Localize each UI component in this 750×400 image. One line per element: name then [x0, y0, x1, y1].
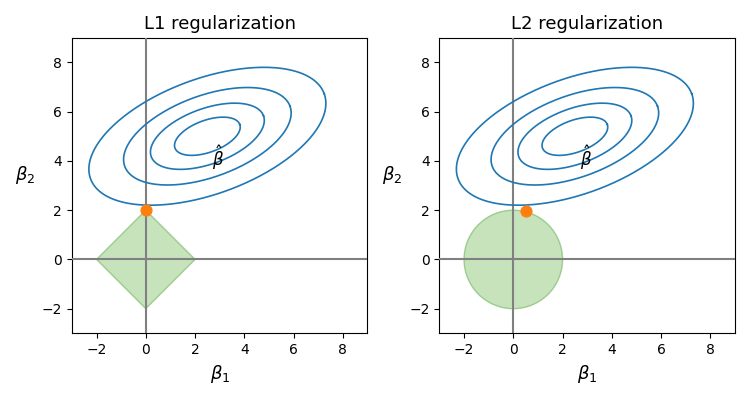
Title: L2 regularization: L2 regularization — [512, 15, 663, 33]
Point — [140, 207, 152, 213]
Point — [520, 208, 532, 214]
Y-axis label: $\beta_2$: $\beta_2$ — [15, 164, 35, 186]
X-axis label: $\beta_1$: $\beta_1$ — [577, 363, 598, 385]
Polygon shape — [97, 210, 195, 309]
Text: $\hat{\beta}$: $\hat{\beta}$ — [580, 144, 592, 172]
Text: $\hat{\beta}$: $\hat{\beta}$ — [212, 144, 224, 172]
X-axis label: $\beta_1$: $\beta_1$ — [209, 363, 230, 385]
Circle shape — [464, 210, 562, 309]
Y-axis label: $\beta_2$: $\beta_2$ — [382, 164, 403, 186]
Title: L1 regularization: L1 regularization — [144, 15, 296, 33]
